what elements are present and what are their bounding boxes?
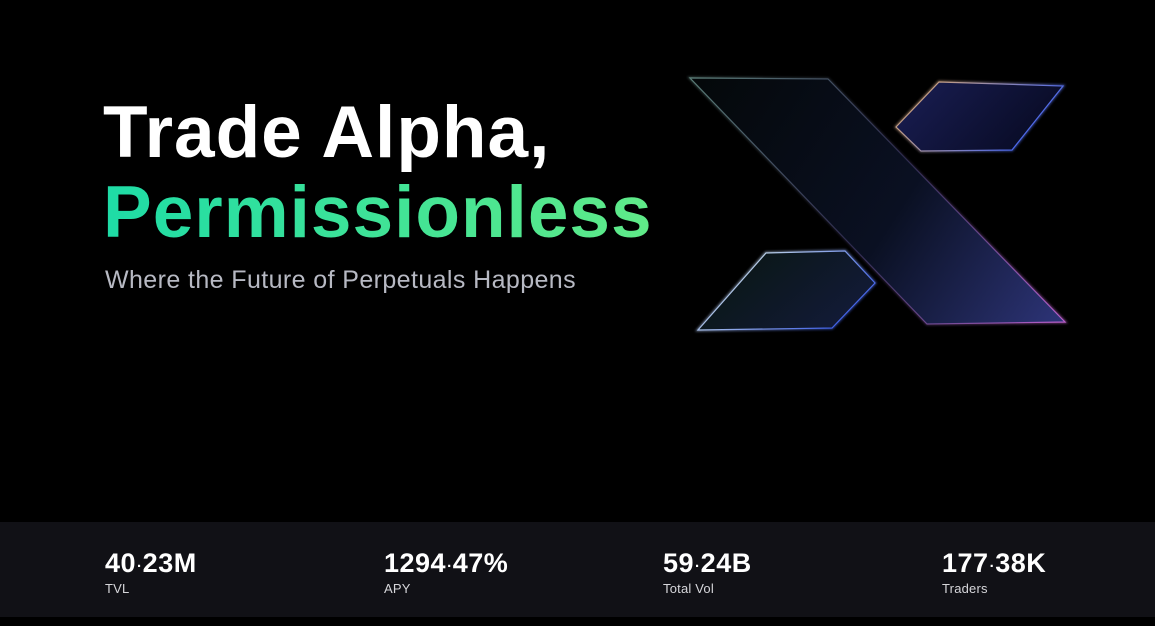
stat-item-tvl: 40.23M TVL	[105, 548, 384, 597]
x-logo-bottom-left-piece	[696, 250, 876, 331]
stat-value: 177.38K	[942, 548, 1047, 578]
stat-label: APY	[384, 581, 411, 596]
stat-item-apy: 1294.47% APY	[384, 548, 663, 597]
stat-label: Total Vol	[663, 581, 714, 596]
hero-text-block: Trade Alpha, Permissionless	[103, 93, 653, 253]
stat-value: 1294.47%	[384, 548, 509, 578]
stat-label: TVL	[105, 581, 130, 596]
title-line-2: Permissionless	[103, 172, 653, 253]
title-line-1: Trade Alpha,	[103, 92, 551, 173]
page-title: Trade Alpha, Permissionless	[103, 93, 653, 253]
stats-bar: 40.23M TVL 1294.47% APY 59.24B Total Vol…	[0, 522, 1155, 617]
stat-item-traders: 177.38K Traders	[942, 548, 1155, 597]
hero-subtitle: Where the Future of Perpetuals Happens	[105, 266, 577, 294]
stat-value: 40.23M	[105, 548, 197, 578]
stat-label: Traders	[942, 581, 988, 596]
x-logo-main-bar	[688, 77, 1067, 325]
stat-item-total-vol: 59.24B Total Vol	[663, 548, 942, 597]
stat-value: 59.24B	[663, 548, 752, 578]
x-logo-icon	[686, 76, 1069, 332]
x-logo-top-right-piece	[895, 81, 1065, 152]
